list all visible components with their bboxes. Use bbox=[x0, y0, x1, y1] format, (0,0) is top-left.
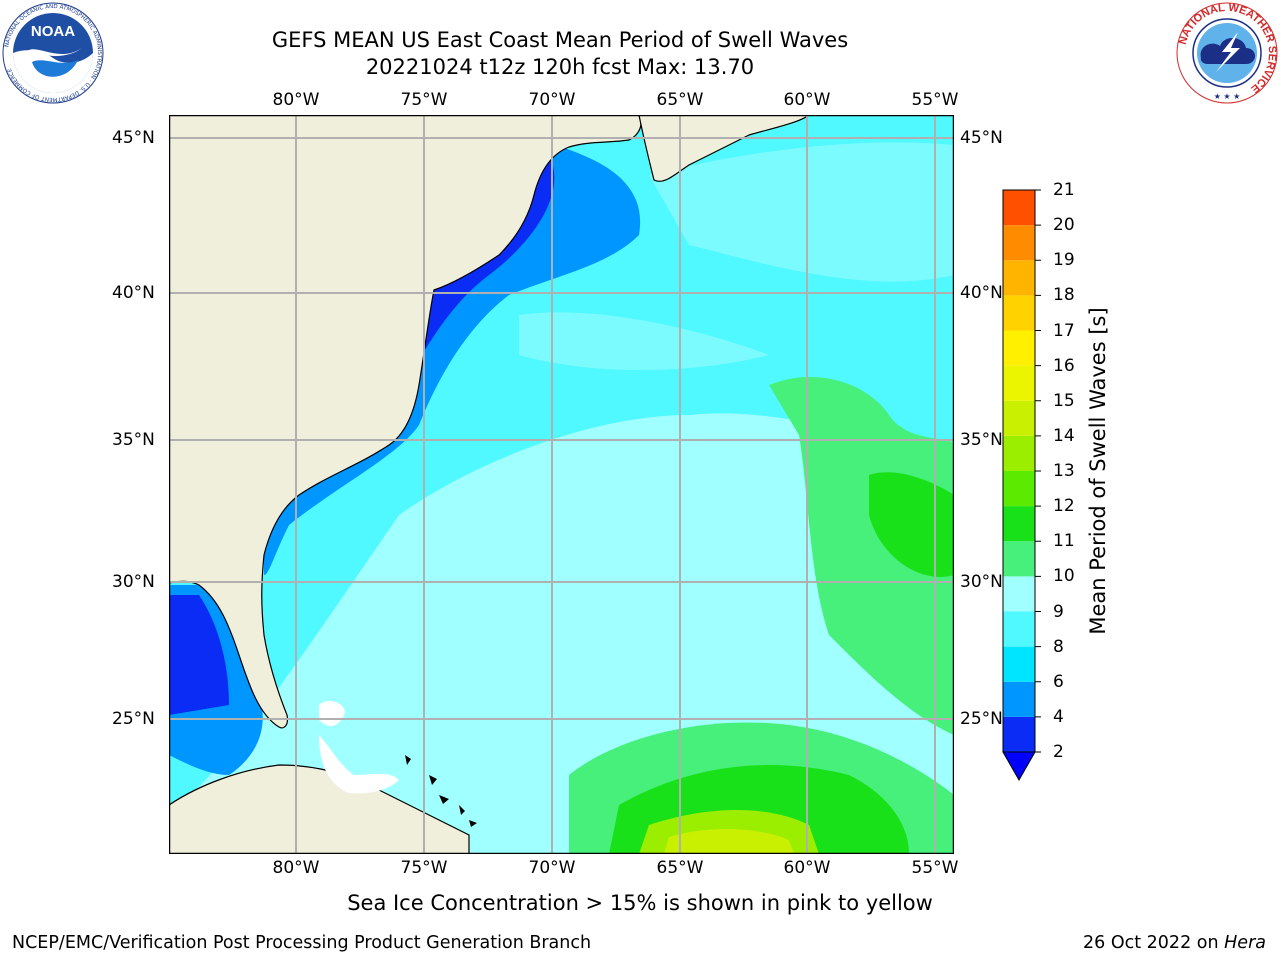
lon-tick-top: 55°W bbox=[911, 90, 959, 110]
lat-tick-right: 25°N bbox=[960, 709, 1003, 729]
colorbar-segment bbox=[1003, 611, 1035, 647]
lat-tick-right: 35°N bbox=[960, 430, 1003, 450]
colorbar bbox=[1002, 189, 1041, 782]
sea-ice-note: Sea Ice Concentration > 15% is shown in … bbox=[347, 891, 933, 915]
map-subtitle: 20221024 t12z 120h fcst Max: 13.70 bbox=[365, 55, 755, 79]
us-landmass bbox=[169, 115, 642, 729]
lat-tick-right: 40°N bbox=[960, 283, 1003, 303]
lat-tick-left: 25°N bbox=[112, 709, 155, 729]
noaa-logo: NOAA NATIONAL OCEANIC AND ATMOSPHERIC AD… bbox=[2, 2, 104, 104]
period-2-4-region bbox=[264, 140, 641, 575]
colorbar-tick-label: 18 bbox=[1053, 285, 1075, 306]
lon-tick-bottom: 70°W bbox=[528, 858, 576, 878]
lon-tick-bottom: 75°W bbox=[400, 858, 448, 878]
canada-landmass bbox=[638, 115, 810, 182]
colorbar-segment bbox=[1003, 260, 1035, 296]
colorbar-segment bbox=[1003, 716, 1035, 752]
colorbar-segment bbox=[1003, 330, 1035, 366]
bahamas-banks bbox=[319, 735, 399, 794]
map-title: GEFS MEAN US East Coast Mean Period of S… bbox=[271, 28, 849, 52]
colorbar-tick-label: 20 bbox=[1053, 215, 1075, 236]
lon-tick-top: 70°W bbox=[528, 90, 576, 110]
colorbar-tick-label: 11 bbox=[1053, 531, 1075, 552]
colorbar-segment bbox=[1003, 400, 1035, 436]
lat-tick-right: 45°N bbox=[960, 128, 1003, 148]
lon-tick-bottom: 60°W bbox=[783, 858, 831, 878]
colorbar-tick-label: 19 bbox=[1053, 250, 1075, 271]
colorbar-segment bbox=[1003, 681, 1035, 717]
lon-tick-top: 80°W bbox=[272, 90, 320, 110]
period-12-14-region bbox=[664, 829, 794, 854]
colorbar-tick-label: 15 bbox=[1053, 390, 1075, 411]
colorbar-tick-label: 9 bbox=[1053, 601, 1064, 622]
lon-tick-top: 60°W bbox=[783, 90, 831, 110]
period-10-11-region bbox=[869, 472, 954, 577]
svg-text:NOAA: NOAA bbox=[31, 23, 75, 40]
colorbar-tick-label: 13 bbox=[1053, 461, 1075, 481]
lon-tick-top: 75°W bbox=[400, 90, 448, 110]
lon-tick-bottom: 55°W bbox=[911, 858, 959, 878]
lat-tick-left: 40°N bbox=[112, 283, 155, 303]
swell-period-map bbox=[169, 115, 954, 854]
colorbar-segment bbox=[1003, 295, 1035, 331]
colorbar-tick-label: 8 bbox=[1053, 636, 1064, 657]
period-8-9-region bbox=[519, 312, 769, 370]
colorbar-segment bbox=[1003, 506, 1035, 542]
colorbar-segment bbox=[1003, 646, 1035, 682]
colorbar-segment bbox=[1003, 225, 1035, 261]
colorbar-segment bbox=[1003, 471, 1035, 507]
producer-credit: NCEP/EMC/Verification Post Processing Pr… bbox=[12, 933, 592, 953]
colorbar-segment bbox=[1003, 541, 1035, 577]
colorbar-tick-label: 16 bbox=[1053, 355, 1075, 376]
lon-tick-top: 65°W bbox=[656, 90, 704, 110]
colorbar-segment bbox=[1003, 435, 1035, 471]
lon-tick-bottom: 65°W bbox=[656, 858, 704, 878]
period-9-11-region bbox=[769, 376, 954, 735]
svg-text:★ ★ ★: ★ ★ ★ bbox=[1214, 92, 1241, 101]
colorbar-tick-label: 17 bbox=[1053, 320, 1075, 341]
colorbar-tick-label: 2 bbox=[1053, 742, 1064, 762]
graticule bbox=[169, 115, 954, 854]
colorbar-under-arrow bbox=[1002, 751, 1036, 782]
colorbar-tick-label: 14 bbox=[1053, 425, 1075, 446]
lat-tick-left: 30°N bbox=[112, 572, 155, 592]
colorbar-tick-label: 10 bbox=[1053, 566, 1075, 587]
period-2-4-region bbox=[169, 595, 229, 715]
colorbar-tick-label: 12 bbox=[1053, 496, 1075, 517]
lat-tick-left: 35°N bbox=[112, 430, 155, 450]
lon-tick-bottom: 80°W bbox=[272, 858, 320, 878]
colorbar-segment bbox=[1003, 576, 1035, 612]
colorbar-title: Mean Period of Swell Waves [s] bbox=[1086, 307, 1110, 635]
colorbar-segment bbox=[1003, 365, 1035, 401]
colorbar-tick-label: 4 bbox=[1053, 706, 1064, 727]
colorbar-tick-label: 21 bbox=[1053, 180, 1075, 200]
run-date-credit: 26 Oct 2022 on Hera bbox=[1083, 933, 1266, 953]
lat-tick-left: 45°N bbox=[112, 128, 155, 148]
nws-logo: NATIONAL WEATHER SERVICE ★ ★ ★ bbox=[1176, 2, 1278, 104]
period-8-9-region bbox=[649, 142, 954, 282]
lat-tick-right: 30°N bbox=[960, 572, 1003, 592]
colorbar-segment bbox=[1003, 190, 1035, 226]
colorbar-tick-label: 6 bbox=[1053, 671, 1064, 692]
